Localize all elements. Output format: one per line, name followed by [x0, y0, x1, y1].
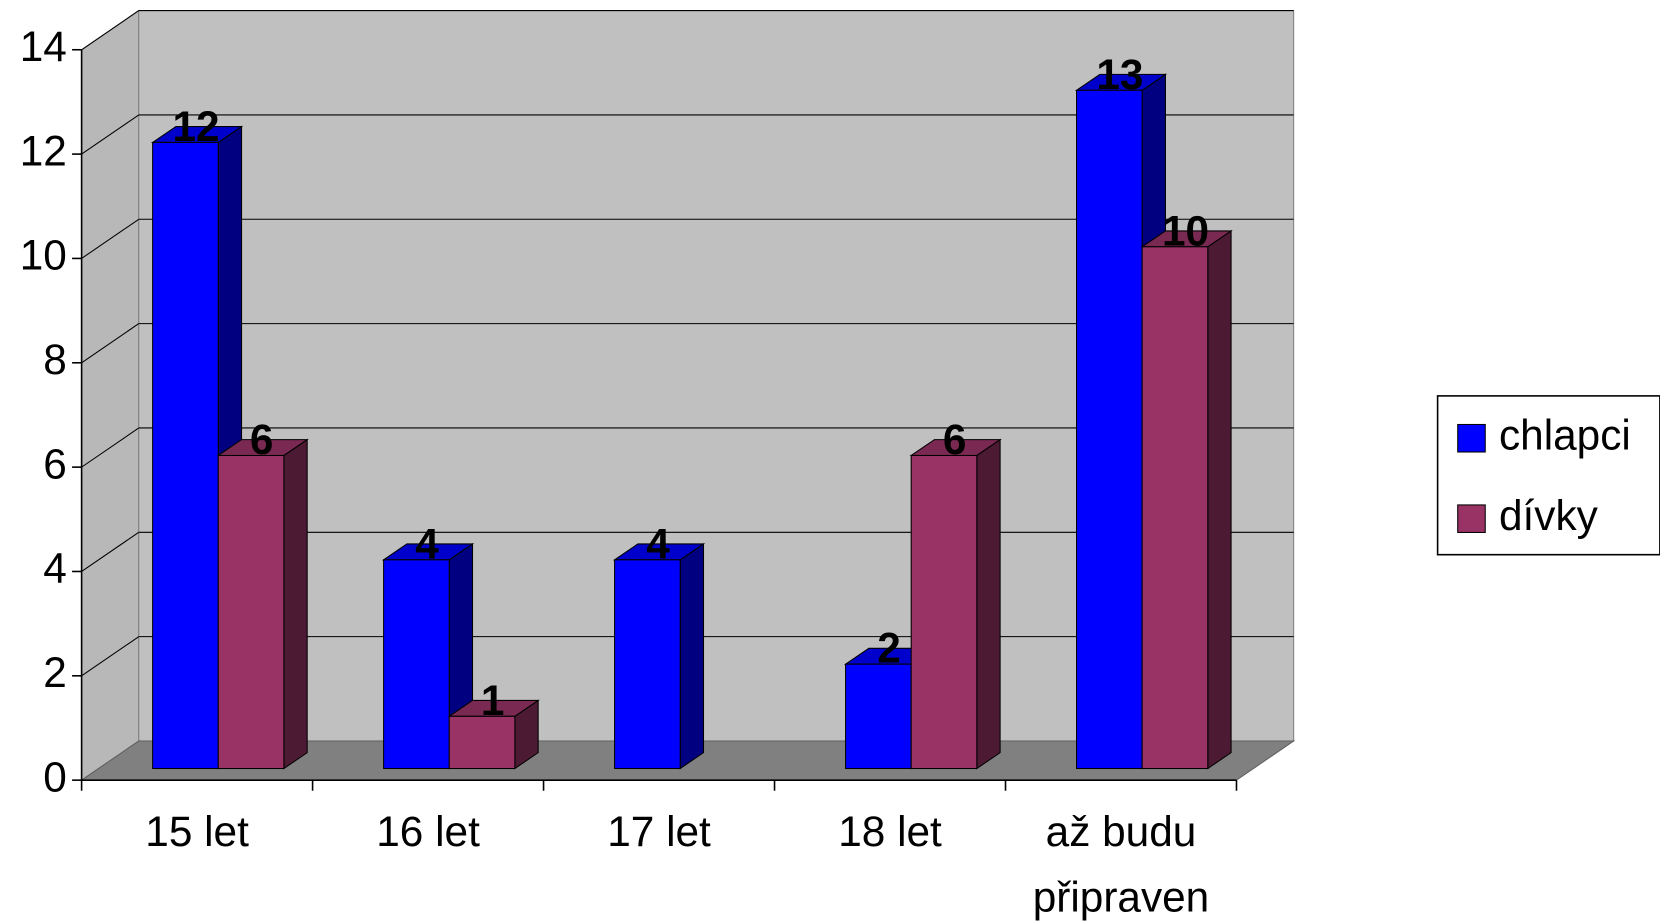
- bar-front: [217, 454, 285, 770]
- value-label: 4: [415, 520, 439, 567]
- x-tick-label: 16 let: [376, 808, 480, 856]
- grid-line: [81, 531, 140, 572]
- bar-front: [1141, 246, 1209, 770]
- x-tick-label-box: 17 let: [607, 808, 711, 856]
- y-tick-label: 12: [20, 127, 67, 174]
- legend-label: dívky: [1499, 492, 1599, 539]
- grid-line: [81, 10, 140, 51]
- bar-front: [1076, 89, 1143, 770]
- x-tick-label: 18 let: [838, 808, 942, 856]
- bar-side: [1207, 229, 1232, 770]
- bar-front: [845, 663, 912, 770]
- bar-front: [383, 559, 450, 770]
- x-tick-label-box: 16 let: [376, 808, 480, 856]
- x-tick-label: 15 let: [145, 808, 249, 856]
- x-tick-label: 17 let: [607, 808, 711, 856]
- y-tick-label: 4: [43, 545, 67, 592]
- value-label: 4: [646, 520, 670, 567]
- grid-line: [81, 114, 140, 155]
- grid-line: [81, 323, 140, 364]
- x-tick-label-box: 18 let: [838, 808, 942, 856]
- bar-side: [679, 542, 705, 770]
- bar: [447, 699, 540, 770]
- bar-front: [614, 559, 681, 770]
- bar-front: [910, 454, 978, 770]
- bar: [216, 438, 309, 770]
- bar: [909, 438, 1002, 770]
- bar-front: [152, 141, 219, 770]
- x-tick-label-box: až budu připraven: [1032, 808, 1210, 921]
- y-tick-label: 6: [43, 440, 67, 487]
- y-tick-label: 10: [20, 232, 67, 279]
- value-label: 2: [877, 625, 901, 672]
- legend-label: chlapci: [1499, 411, 1631, 458]
- bar: [1140, 229, 1233, 770]
- bar-side: [976, 438, 1001, 770]
- grid-line: [81, 636, 140, 677]
- left-wall: [81, 9, 140, 782]
- grid-line: [81, 218, 140, 259]
- bar-side: [283, 438, 308, 770]
- value-label: 10: [1162, 207, 1209, 254]
- value-label: 1: [481, 677, 505, 724]
- x-tick-label-box: 15 let: [145, 808, 249, 856]
- legend-swatch: [1457, 423, 1486, 453]
- grid-line: [81, 427, 140, 468]
- legend-swatch: [1457, 504, 1486, 533]
- y-tick-label: 0: [43, 753, 67, 800]
- x-tick-label: až budu připraven: [1032, 808, 1210, 921]
- y-tick-label: 8: [43, 336, 67, 383]
- value-label: 12: [172, 103, 219, 150]
- y-tick-label: 14: [20, 23, 67, 70]
- value-label: 6: [250, 416, 274, 463]
- bar: [612, 542, 706, 770]
- y-tick-label: 2: [43, 649, 67, 696]
- value-label: 13: [1096, 51, 1143, 98]
- bar-front: [448, 715, 516, 770]
- value-label: 6: [943, 416, 967, 463]
